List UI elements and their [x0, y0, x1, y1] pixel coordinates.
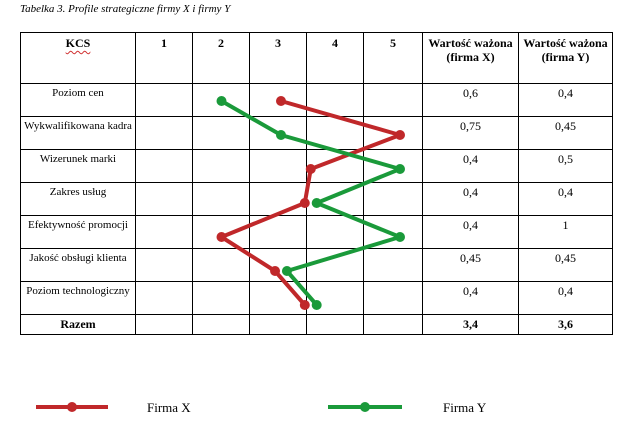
firm-x-weighted-value: 0,4	[422, 149, 519, 183]
firm-y-weighted-value: 0,5	[518, 149, 613, 183]
scale-cell	[249, 182, 307, 216]
scale-cell	[249, 248, 307, 282]
scale-cell	[249, 215, 307, 249]
scale-cell	[306, 116, 364, 150]
table-row: Wykwalifikowana kadra 0,75 0,45	[20, 116, 613, 150]
scale-cell	[306, 182, 364, 216]
scale-cell	[249, 83, 307, 117]
scale-cell	[192, 116, 250, 150]
legend-firm-x-swatch	[36, 402, 108, 412]
table-row: Jakość obsługi klienta 0,45 0,45	[20, 248, 613, 282]
scale-header-3: 3	[249, 32, 307, 84]
firm-y-total: 3,6	[518, 314, 613, 335]
scale-cell	[306, 248, 364, 282]
scale-cell	[306, 314, 364, 335]
table-row: Zakres usług 0,4 0,4	[20, 182, 613, 216]
legend-firm-y-swatch	[328, 402, 402, 412]
firm-y-weighted-value: 0,4	[518, 182, 613, 216]
firm-y-weighted-value: 0,45	[518, 116, 613, 150]
scale-header-5: 5	[363, 32, 423, 84]
scale-cell	[306, 149, 364, 183]
scale-cell	[135, 248, 193, 282]
firm-x-weighted-value: 0,4	[422, 281, 519, 315]
scale-cell	[363, 83, 423, 117]
firm-x-weighted-value: 0,75	[422, 116, 519, 150]
scale-header-4: 4	[306, 32, 364, 84]
scale-cell	[363, 248, 423, 282]
scale-cell	[363, 314, 423, 335]
scale-cell	[249, 314, 307, 335]
scale-cell	[192, 281, 250, 315]
scale-cell	[363, 281, 423, 315]
firm-x-total: 3,4	[422, 314, 519, 335]
kcs-header: KCS	[20, 32, 136, 84]
scale-cell	[192, 149, 250, 183]
legend-firm-y-label: Firma Y	[443, 400, 487, 415]
scale-cell	[249, 281, 307, 315]
scale-cell	[135, 314, 193, 335]
firm-x-weighted-value: 0,4	[422, 215, 519, 249]
scale-cell	[192, 215, 250, 249]
scale-cell	[249, 149, 307, 183]
scale-cell	[363, 116, 423, 150]
kcs-factor-cell: Wykwalifikowana kadra	[20, 116, 136, 150]
firm-y-weighted-header: Wartość ważona (firma Y)	[518, 32, 613, 84]
scale-cell	[192, 248, 250, 282]
strategic-profile-table: KCS 1 2 3 4 5 Wartość ważona (firma X) W…	[20, 32, 613, 335]
scale-cell	[135, 83, 193, 117]
scale-header-2: 2	[192, 32, 250, 84]
table-row: Poziom technologiczny 0,4 0,4	[20, 281, 613, 315]
kcs-factor-cell: Wizerunek marki	[20, 149, 136, 183]
kcs-factor-cell: Poziom cen	[20, 83, 136, 117]
table-caption: Tabelka 3. Profile strategiczne firmy X …	[20, 3, 231, 15]
scale-cell	[306, 281, 364, 315]
scale-cell	[192, 182, 250, 216]
firm-x-weighted-header: Wartość ważona (firma X)	[422, 32, 519, 84]
firm-y-weighted-value: 0,4	[518, 83, 613, 117]
scale-cell	[363, 215, 423, 249]
firm-y-weighted-value: 1	[518, 215, 613, 249]
firm-y-weighted-value: 0,45	[518, 248, 613, 282]
scale-cell	[135, 215, 193, 249]
table-row: Efektywność promocji 0,4 1	[20, 215, 613, 249]
scale-cell	[135, 116, 193, 150]
legend-firm-x-label: Firma X	[147, 400, 191, 415]
kcs-factor-cell: Jakość obsługi klienta	[20, 248, 136, 282]
scale-header-1: 1	[135, 32, 193, 84]
scale-cell	[135, 182, 193, 216]
total-label: Razem	[20, 314, 136, 335]
scale-cell	[306, 83, 364, 117]
scale-cell	[192, 314, 250, 335]
kcs-factor-cell: Poziom technologiczny	[20, 281, 136, 315]
scale-cell	[363, 182, 423, 216]
scale-cell	[249, 116, 307, 150]
total-row: Razem 3,4 3,6	[20, 314, 613, 335]
scale-cell	[306, 215, 364, 249]
kcs-factor-cell: Efektywność promocji	[20, 215, 136, 249]
scale-cell	[363, 149, 423, 183]
table-row: Poziom cen 0,6 0,4	[20, 83, 613, 117]
firm-x-weighted-value: 0,45	[422, 248, 519, 282]
firm-y-weighted-value: 0,4	[518, 281, 613, 315]
table-row: Wizerunek marki 0,4 0,5	[20, 149, 613, 183]
scale-cell	[135, 149, 193, 183]
firm-x-weighted-value: 0,6	[422, 83, 519, 117]
kcs-factor-cell: Zakres usług	[20, 182, 136, 216]
firm-x-weighted-value: 0,4	[422, 182, 519, 216]
scale-cell	[192, 83, 250, 117]
scale-cell	[135, 281, 193, 315]
